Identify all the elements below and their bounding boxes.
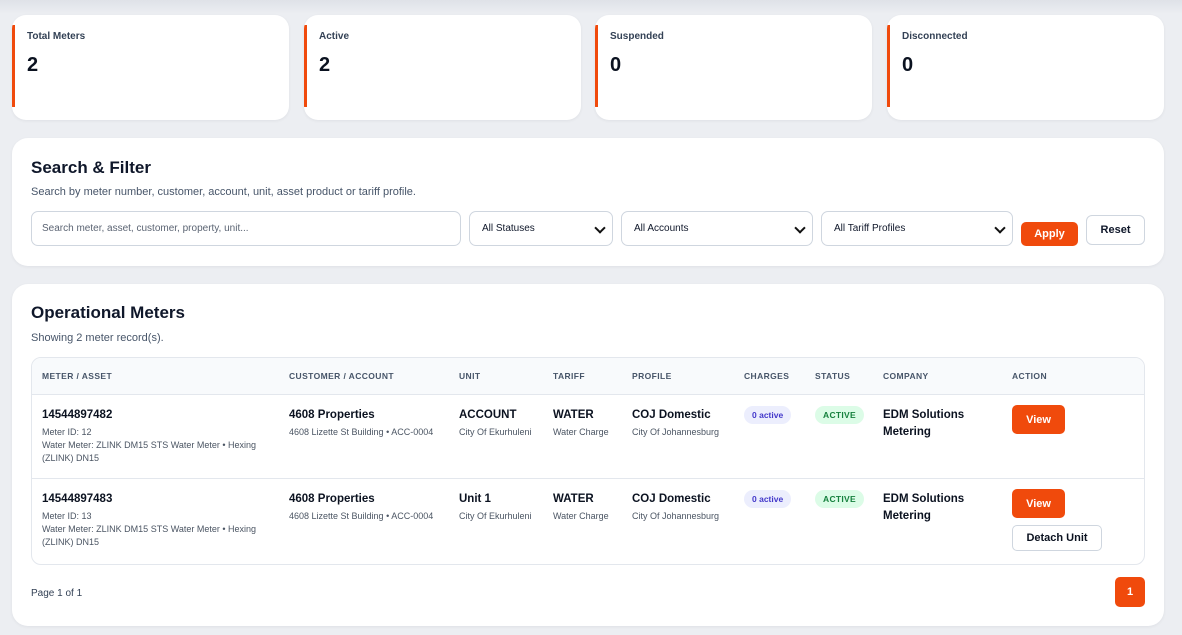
status-cell: ACTIVE: [815, 405, 864, 424]
meter-id: Meter ID: 12: [42, 427, 92, 437]
stat-value: 2: [319, 54, 331, 76]
customer-cell: 4608 Properties 4608 Lizette St Building…: [289, 407, 439, 439]
column-header: CHARGES: [744, 371, 790, 381]
column-header: STATUS: [815, 371, 851, 381]
status-select[interactable]: All Statuses: [469, 211, 613, 246]
unit-city: City Of Ekurhuleni: [459, 511, 532, 521]
stat-label: Active: [319, 31, 350, 42]
apply-button[interactable]: Apply: [1021, 222, 1078, 246]
stat-value: 0: [902, 54, 914, 76]
view-button[interactable]: View: [1012, 405, 1065, 434]
profile-sub: City Of Johannesburg: [632, 511, 720, 521]
meter-cell: 14544897483 Meter ID: 13 Water Meter: ZL…: [42, 491, 262, 549]
meter-number: 14544897483: [42, 493, 113, 505]
tariff-sub: Water Charge: [553, 427, 609, 437]
stat-card-active: Active 2: [304, 15, 581, 120]
tariff-sub: Water Charge: [553, 511, 609, 521]
column-header: PROFILE: [632, 371, 672, 381]
column-header: ACTION: [1012, 371, 1047, 381]
operational-meters-panel: Operational Meters Showing 2 meter recor…: [12, 284, 1164, 626]
unit-name: Unit 1: [459, 493, 491, 505]
column-header: UNIT: [459, 371, 481, 381]
status-badge: ACTIVE: [815, 490, 864, 508]
company-name: EDM Solutions Metering: [883, 493, 965, 522]
meters-table: METER / ASSET CUSTOMER / ACCOUNT UNIT TA…: [31, 357, 1145, 565]
stat-card-total-meters: Total Meters 2: [12, 15, 289, 120]
stat-card-suspended: Suspended 0: [595, 15, 872, 120]
stat-accent-bar: [304, 25, 307, 107]
stat-value: 0: [610, 54, 622, 76]
status-cell: ACTIVE: [815, 489, 864, 508]
stat-label: Total Meters: [27, 31, 86, 42]
profile-name: COJ Domestic: [632, 409, 711, 421]
meter-cell: 14544897482 Meter ID: 12 Water Meter: ZL…: [42, 407, 262, 465]
meter-description: Water Meter: ZLINK DM15 STS Water Meter …: [42, 524, 257, 547]
search-filter-panel: Search & Filter Search by meter number, …: [12, 138, 1164, 266]
column-header: CUSTOMER / ACCOUNT: [289, 371, 394, 381]
tariff-profile-select[interactable]: All Tariff Profiles: [821, 211, 1013, 246]
tariff-select-value: All Tariff Profiles: [834, 223, 906, 234]
chevron-down-icon: [994, 222, 1006, 234]
account-info: 4608 Lizette St Building • ACC-0004: [289, 427, 434, 437]
tariff-name: WATER: [553, 409, 594, 421]
table-header: METER / ASSET CUSTOMER / ACCOUNT UNIT TA…: [32, 358, 1144, 395]
unit-name: ACCOUNT: [459, 409, 517, 421]
charges-badge: 0 active: [744, 406, 792, 424]
stat-value: 2: [27, 54, 39, 76]
meters-title: Operational Meters: [31, 303, 185, 322]
unit-cell: Unit 1 City Of Ekurhuleni: [459, 491, 539, 523]
company-cell: EDM Solutions Metering: [883, 407, 993, 441]
account-select[interactable]: All Accounts: [621, 211, 813, 246]
customer-name: 4608 Properties: [289, 493, 375, 505]
stat-card-disconnected: Disconnected 0: [887, 15, 1164, 120]
top-shadow: [0, 0, 1182, 14]
profile-name: COJ Domestic: [632, 493, 711, 505]
company-name: EDM Solutions Metering: [883, 409, 965, 438]
reset-button[interactable]: Reset: [1086, 215, 1145, 245]
pagination-info: Page 1 of 1: [31, 588, 83, 599]
column-header: TARIFF: [553, 371, 585, 381]
status-badge: ACTIVE: [815, 406, 864, 424]
account-info: 4608 Lizette St Building • ACC-0004: [289, 511, 434, 521]
charges-badge: 0 active: [744, 490, 792, 508]
meter-number: 14544897482: [42, 409, 113, 421]
search-input[interactable]: [31, 211, 461, 246]
meter-id: Meter ID: 13: [42, 511, 92, 521]
stat-label: Suspended: [610, 31, 664, 42]
stat-accent-bar: [12, 25, 15, 107]
stat-label: Disconnected: [902, 31, 968, 42]
unit-city: City Of Ekurhuleni: [459, 427, 532, 437]
table-row: 14544897483 Meter ID: 13 Water Meter: ZL…: [32, 479, 1144, 563]
customer-name: 4608 Properties: [289, 409, 375, 421]
profile-cell: COJ Domestic City Of Johannesburg: [632, 407, 727, 439]
view-button[interactable]: View: [1012, 489, 1065, 518]
tariff-cell: WATER Water Charge: [553, 491, 613, 523]
meter-description: Water Meter: ZLINK DM15 STS Water Meter …: [42, 440, 257, 463]
charges-cell: 0 active: [744, 489, 792, 508]
stats-row: Total Meters 2 Active 2 Suspended 0 Disc…: [12, 15, 1164, 120]
filter-title: Search & Filter: [31, 158, 151, 177]
column-header: METER / ASSET: [42, 371, 113, 381]
account-select-value: All Accounts: [634, 223, 689, 234]
stat-accent-bar: [887, 25, 890, 107]
charges-cell: 0 active: [744, 405, 792, 424]
detach-unit-button[interactable]: Detach Unit: [1012, 525, 1102, 551]
tariff-name: WATER: [553, 493, 594, 505]
customer-cell: 4608 Properties 4608 Lizette St Building…: [289, 491, 439, 523]
tariff-cell: WATER Water Charge: [553, 407, 613, 439]
page-1-button[interactable]: 1: [1115, 577, 1145, 607]
status-select-value: All Statuses: [482, 223, 535, 234]
chevron-down-icon: [594, 222, 606, 234]
profile-sub: City Of Johannesburg: [632, 427, 720, 437]
unit-cell: ACCOUNT City Of Ekurhuleni: [459, 407, 539, 439]
table-row: 14544897482 Meter ID: 12 Water Meter: ZL…: [32, 395, 1144, 479]
profile-cell: COJ Domestic City Of Johannesburg: [632, 491, 727, 523]
column-header: COMPANY: [883, 371, 929, 381]
company-cell: EDM Solutions Metering: [883, 491, 993, 525]
chevron-down-icon: [794, 222, 806, 234]
stat-accent-bar: [595, 25, 598, 107]
filter-subtitle: Search by meter number, customer, accoun…: [31, 186, 416, 198]
meters-subtitle: Showing 2 meter record(s).: [31, 332, 164, 344]
